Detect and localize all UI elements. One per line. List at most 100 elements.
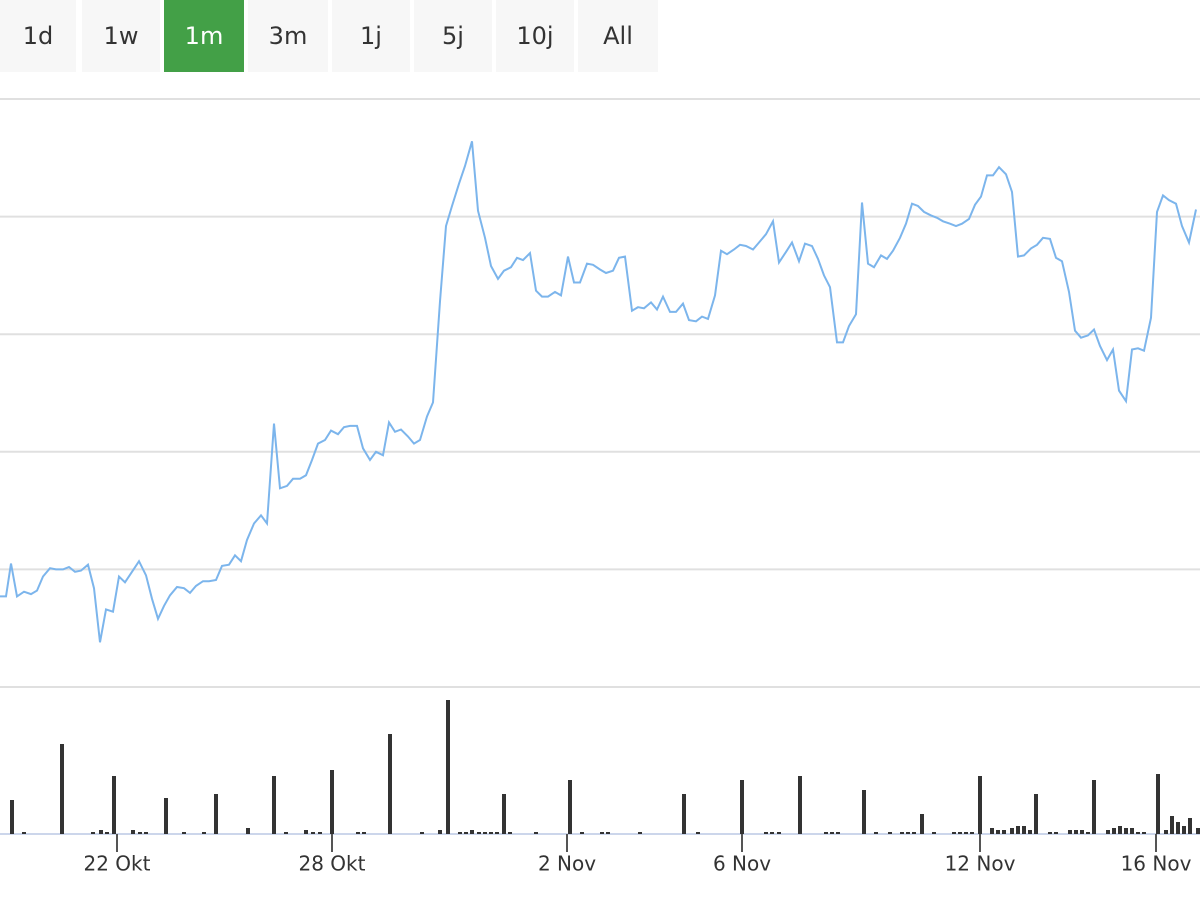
volume-bar [920,814,924,834]
volume-bar [1086,832,1090,834]
volume-bar [874,832,878,834]
volume-bar [740,780,744,834]
volume-bar [112,776,116,834]
volume-bar [836,832,840,834]
volume-bar [1092,780,1096,834]
volume-bar [764,832,768,834]
x-tick-label: 22 Okt [84,852,151,876]
volume-bar [131,830,135,834]
volume-bar [458,832,462,834]
volume-bar [1136,832,1140,834]
x-tick-label: 6 Nov [713,852,771,876]
volume-bar [952,832,956,834]
volume-bar [483,832,487,834]
volume-bar [1106,830,1110,834]
volume-bar [1188,818,1192,834]
volume-bar [932,832,936,834]
volume-bar [202,832,206,834]
volume-bar [1156,774,1160,834]
volume-bar [900,832,904,834]
volume-bar [1054,832,1058,834]
volume-bar [777,832,781,834]
volume-bar [22,832,26,834]
volume-bar [311,832,315,834]
range-button[interactable]: 10j [496,0,574,72]
range-button[interactable]: 1m [164,0,244,72]
volume-bar [1164,830,1168,834]
volume-bar [1124,828,1128,834]
volume-bar [495,832,499,834]
price-line [0,141,1197,643]
x-tick-label: 28 Okt [299,852,366,876]
volume-bar [970,832,974,834]
volume-bar [770,832,774,834]
volume-bar [862,790,866,834]
x-tick-label: 2 Nov [538,852,596,876]
volume-bar [182,832,186,834]
volume-bar [1028,830,1032,834]
range-button[interactable]: 1w [82,0,160,72]
volume-bar [964,832,968,834]
volume-bar [1010,828,1014,834]
volume-bar [489,832,493,834]
range-button[interactable]: All [578,0,658,72]
volume-bar [1034,794,1038,834]
volume-bar [420,832,424,834]
volume-bar [1022,826,1026,834]
volume-bar [164,798,168,834]
volume-bar [996,830,1000,834]
volume-bar [1016,826,1020,834]
volume-bar [304,830,308,834]
volume-bar [446,700,450,834]
volume-bar [600,832,604,834]
volume-bar [1130,828,1134,834]
volume-bar [580,832,584,834]
x-tick-label: 12 Nov [945,852,1016,876]
range-button[interactable]: 1d [0,0,76,72]
volume-bar [1074,830,1078,834]
volume-bar [144,832,148,834]
range-button[interactable]: 3m [248,0,328,72]
volume-bar [1048,832,1052,834]
volume-bar [682,794,686,834]
volume-bar [1068,830,1072,834]
volume-bar [105,832,109,834]
volume-bar [388,734,392,834]
volume-bar [362,832,366,834]
volume-bar [99,830,103,834]
volume-bar [906,832,910,834]
range-button[interactable]: 1j [332,0,410,72]
volume-bar [438,830,442,834]
volume-bar [91,832,95,834]
volume-bar [1170,816,1174,834]
volume-bar [138,832,142,834]
volume-bar [568,780,572,834]
volume-bar [888,832,892,834]
volume-bar [912,832,916,834]
volume-bar [470,830,474,834]
volume-bar [696,832,700,834]
volume-bar [477,832,481,834]
volume-bar [534,832,538,834]
volume-bar [978,776,982,834]
x-tick-label: 16 Nov [1121,852,1192,876]
volume-bar [1182,826,1186,834]
volume-bar [958,832,962,834]
volume-bar [1080,830,1084,834]
volume-bar [246,828,250,834]
volume-bar [638,832,642,834]
volume-bar [1002,830,1006,834]
volume-bar [10,800,14,834]
volume-bar [990,828,994,834]
range-button[interactable]: 5j [414,0,492,72]
volume-bar [1176,822,1180,834]
volume-bar [330,770,334,834]
volume-bar [60,744,64,834]
volume-bar [1196,828,1200,834]
volume-bar [606,832,610,834]
volume-bar [214,794,218,834]
volume-bar [502,794,506,834]
volume-bar [464,832,468,834]
